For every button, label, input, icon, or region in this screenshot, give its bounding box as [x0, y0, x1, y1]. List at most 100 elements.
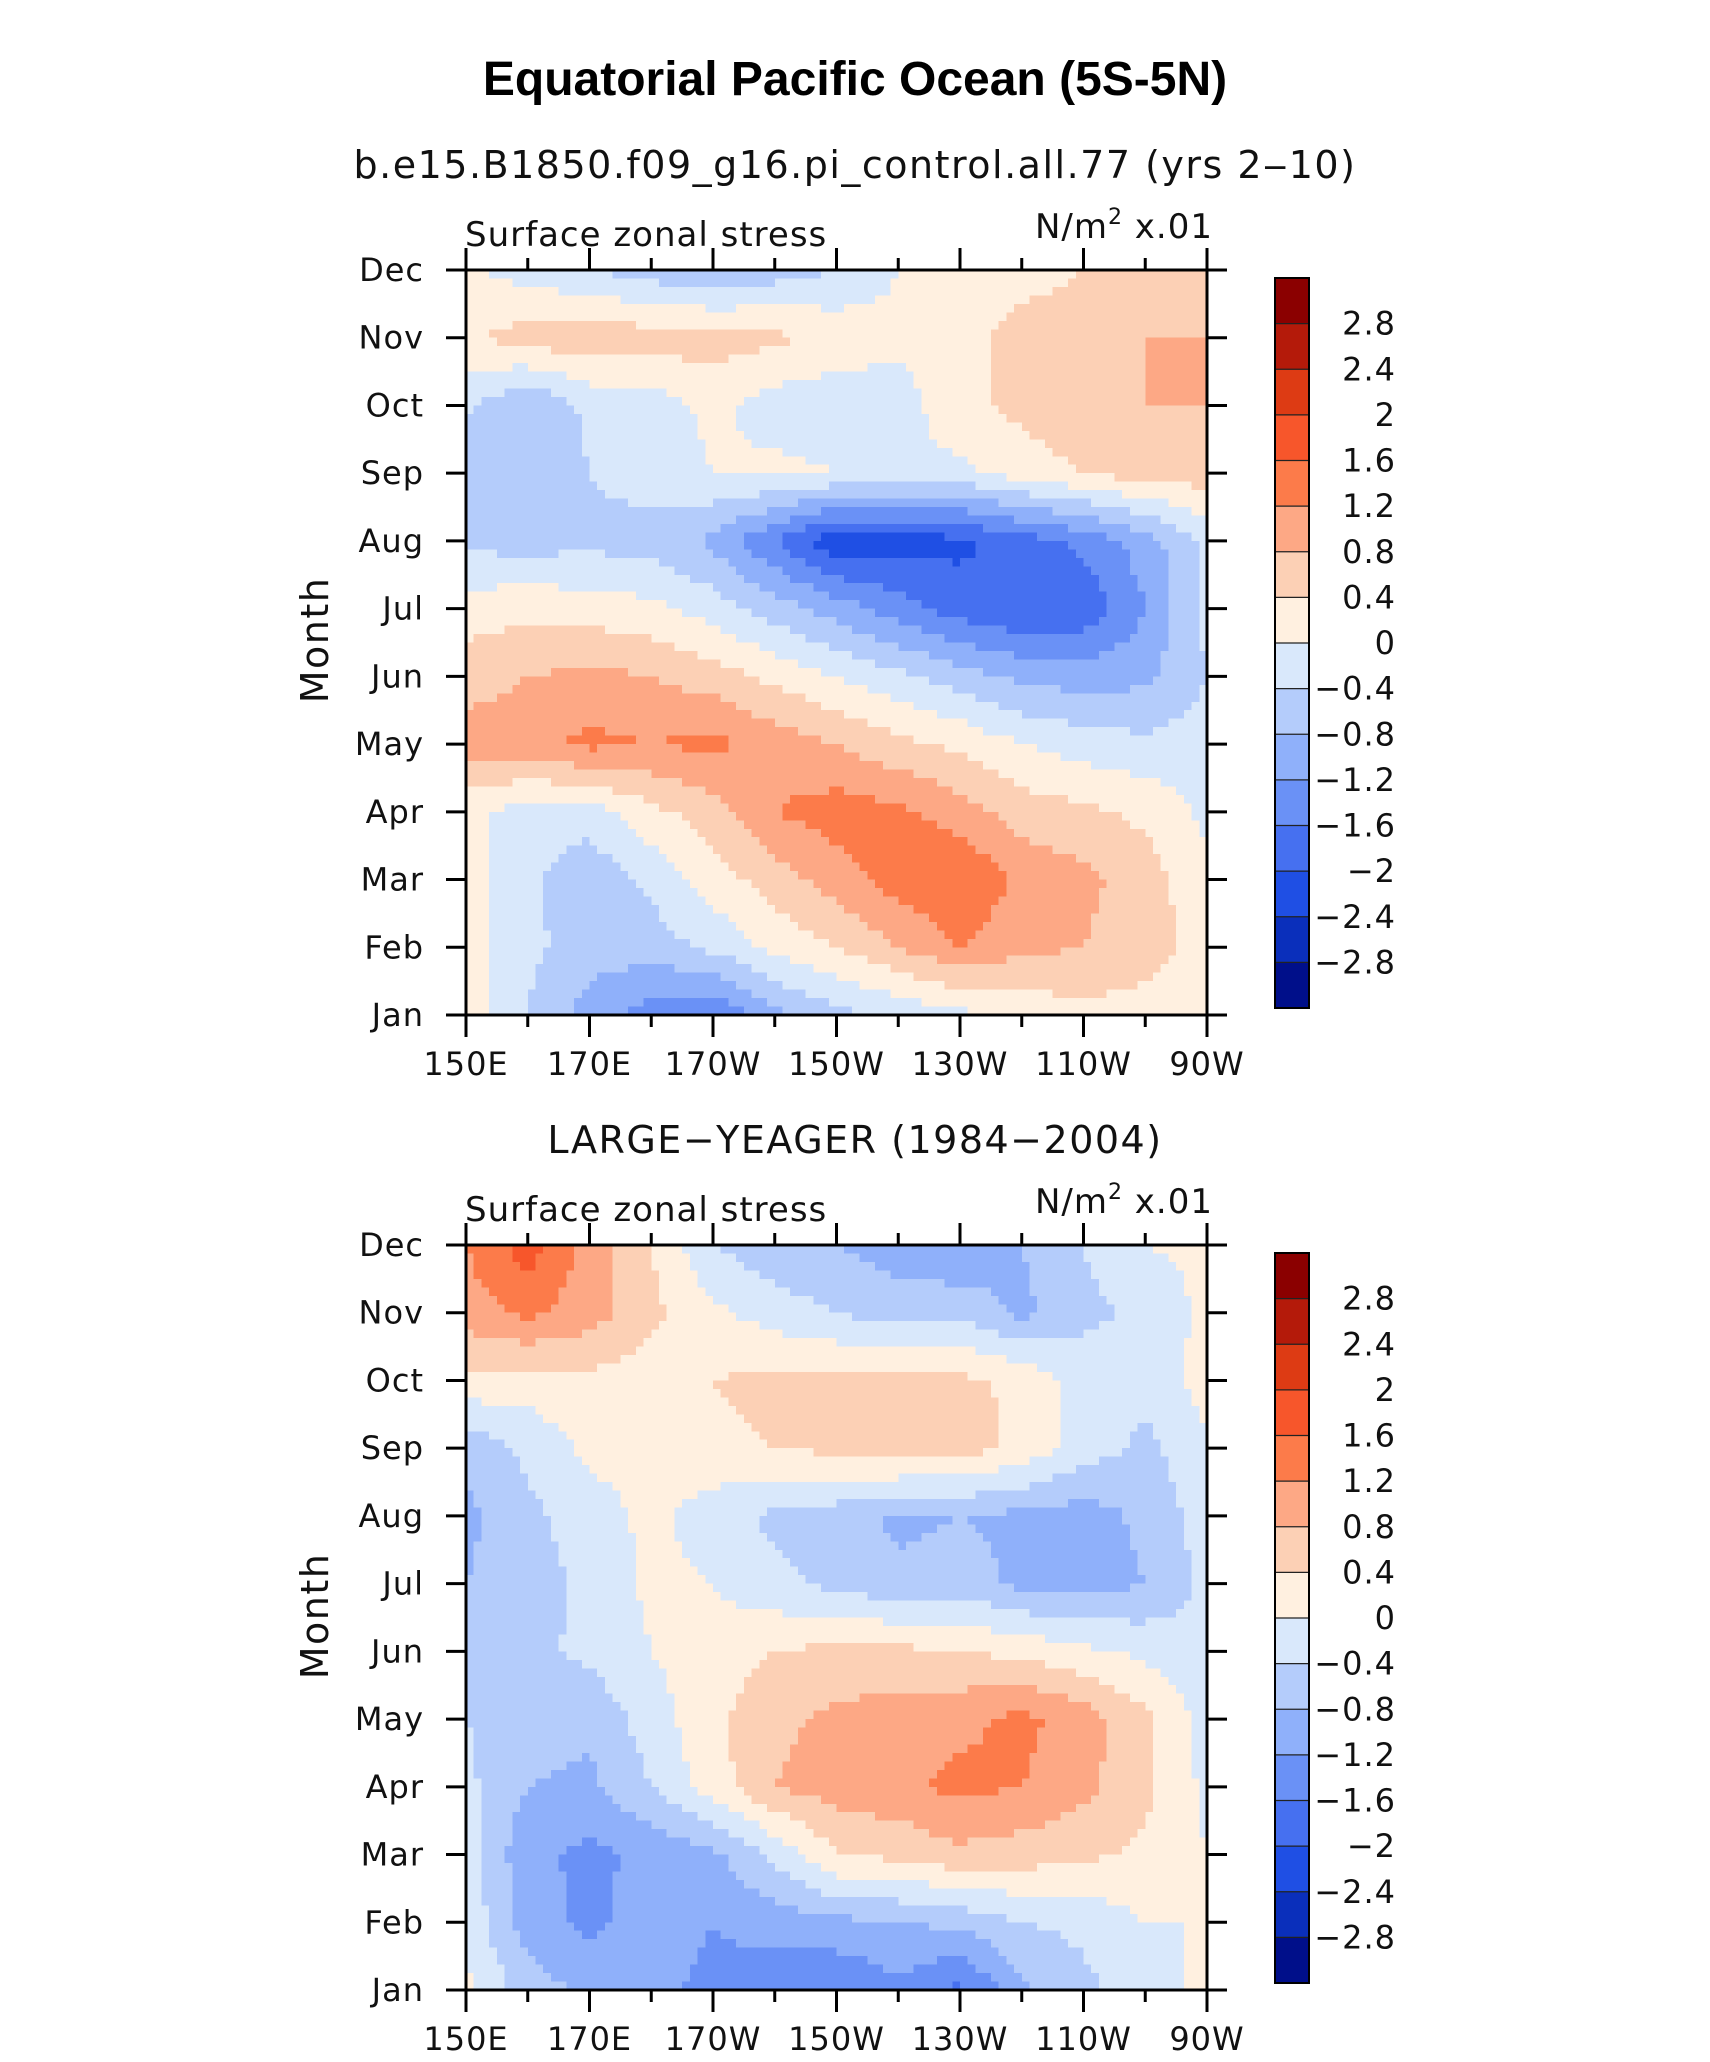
- contour-cell: [952, 617, 961, 627]
- contour-cell: [1029, 659, 1038, 669]
- contour-cell: [651, 312, 660, 322]
- contour-cell: [558, 270, 567, 280]
- contour-cell: [882, 684, 892, 694]
- contour-cell: [1168, 380, 1177, 390]
- contour-cell: [504, 693, 513, 703]
- contour-cell: [473, 523, 483, 534]
- contour-cell: [936, 481, 946, 491]
- contour-cell: [844, 693, 853, 703]
- contour-cell: [1044, 430, 1054, 440]
- contour-cell: [566, 625, 575, 635]
- contour-cell: [1098, 583, 1108, 593]
- contour-cell: [952, 481, 961, 491]
- contour-cell: [790, 490, 799, 500]
- contour-cell: [1183, 295, 1193, 305]
- contour-cell: [844, 498, 853, 508]
- contour-cell: [496, 650, 506, 661]
- contour-cell: [574, 430, 583, 440]
- contour-cell: [952, 659, 961, 669]
- contour-cell: [589, 583, 598, 593]
- contour-cell: [574, 481, 583, 491]
- contour-cell: [1122, 574, 1131, 584]
- contour-cell: [1183, 270, 1193, 280]
- contour-cell: [929, 523, 938, 534]
- contour-cell: [1176, 684, 1185, 694]
- contour-cell: [774, 354, 784, 364]
- contour-cell: [496, 464, 506, 474]
- contour-cell: [1114, 456, 1123, 466]
- contour-cell: [1199, 625, 1208, 635]
- contour-cell: [898, 354, 907, 364]
- contour-cell: [782, 693, 791, 703]
- contour-cell: [975, 473, 984, 483]
- contour-cell: [875, 354, 884, 364]
- contour-cell: [697, 574, 706, 584]
- contour-cell: [1091, 439, 1100, 449]
- contour-cell: [805, 684, 814, 694]
- contour-cell: [558, 371, 567, 381]
- contour-cell: [751, 439, 760, 449]
- contour-cell: [489, 498, 498, 508]
- contour-cell: [767, 608, 776, 618]
- contour-cell: [496, 354, 506, 364]
- contour-cell: [797, 337, 807, 347]
- contour-cell: [1129, 532, 1139, 542]
- contour-cell: [620, 481, 629, 491]
- contour-cell: [960, 507, 969, 517]
- contour-cell: [1176, 634, 1185, 644]
- contour-cell: [697, 320, 706, 330]
- contour-cell: [496, 396, 506, 407]
- contour-cell: [967, 405, 977, 415]
- contour-cell: [759, 507, 768, 517]
- contour-cell: [620, 532, 629, 542]
- contour-cell: [1160, 380, 1170, 390]
- contour-cell: [975, 405, 984, 415]
- contour-cell: [550, 405, 560, 415]
- contour-cell: [705, 659, 714, 669]
- contour-cell: [743, 320, 753, 330]
- contour-cell: [1098, 650, 1108, 661]
- contour-cell: [697, 278, 706, 288]
- contour-cell: [473, 464, 483, 474]
- contour-cell: [597, 684, 606, 694]
- contour-cell: [1098, 286, 1108, 296]
- contour-cell: [620, 363, 629, 373]
- contour-cell: [867, 430, 876, 440]
- contour-cell: [612, 303, 621, 313]
- contour-cell: [489, 507, 498, 517]
- contour-cell: [983, 439, 992, 449]
- contour-cell: [1168, 270, 1177, 280]
- contour-cell: [736, 498, 745, 508]
- contour-cell: [913, 490, 923, 500]
- contour-cell: [1098, 354, 1108, 364]
- contour-cell: [1191, 684, 1200, 694]
- contour-cell: [1160, 447, 1170, 457]
- contour-cell: [1168, 515, 1177, 525]
- contour-cell: [527, 667, 537, 677]
- contour-cell: [713, 591, 722, 601]
- contour-cell: [967, 270, 977, 280]
- contour-cell: [929, 642, 938, 652]
- contour-cell: [674, 549, 683, 559]
- contour-cell: [589, 278, 598, 288]
- contour-cell: [566, 388, 575, 398]
- contour-cell: [1037, 583, 1046, 593]
- contour-cell: [597, 278, 606, 288]
- contour-cell: [1137, 608, 1146, 618]
- contour-cell: [1091, 346, 1100, 356]
- contour-cell: [952, 498, 961, 508]
- contour-cell: [713, 303, 722, 313]
- contour-cell: [859, 600, 868, 610]
- contour-cell: [589, 634, 598, 644]
- contour-cell: [713, 515, 722, 525]
- contour-cell: [1068, 701, 1077, 711]
- contour-cell: [936, 659, 946, 669]
- contour-cell: [466, 608, 475, 618]
- contour-cell: [550, 388, 560, 398]
- contour-cell: [1137, 354, 1146, 364]
- contour-cell: [960, 456, 969, 466]
- contour-cell: [1168, 286, 1177, 296]
- contour-cell: [882, 464, 892, 474]
- contour-cell: [558, 354, 567, 364]
- contour-cell: [1029, 549, 1038, 559]
